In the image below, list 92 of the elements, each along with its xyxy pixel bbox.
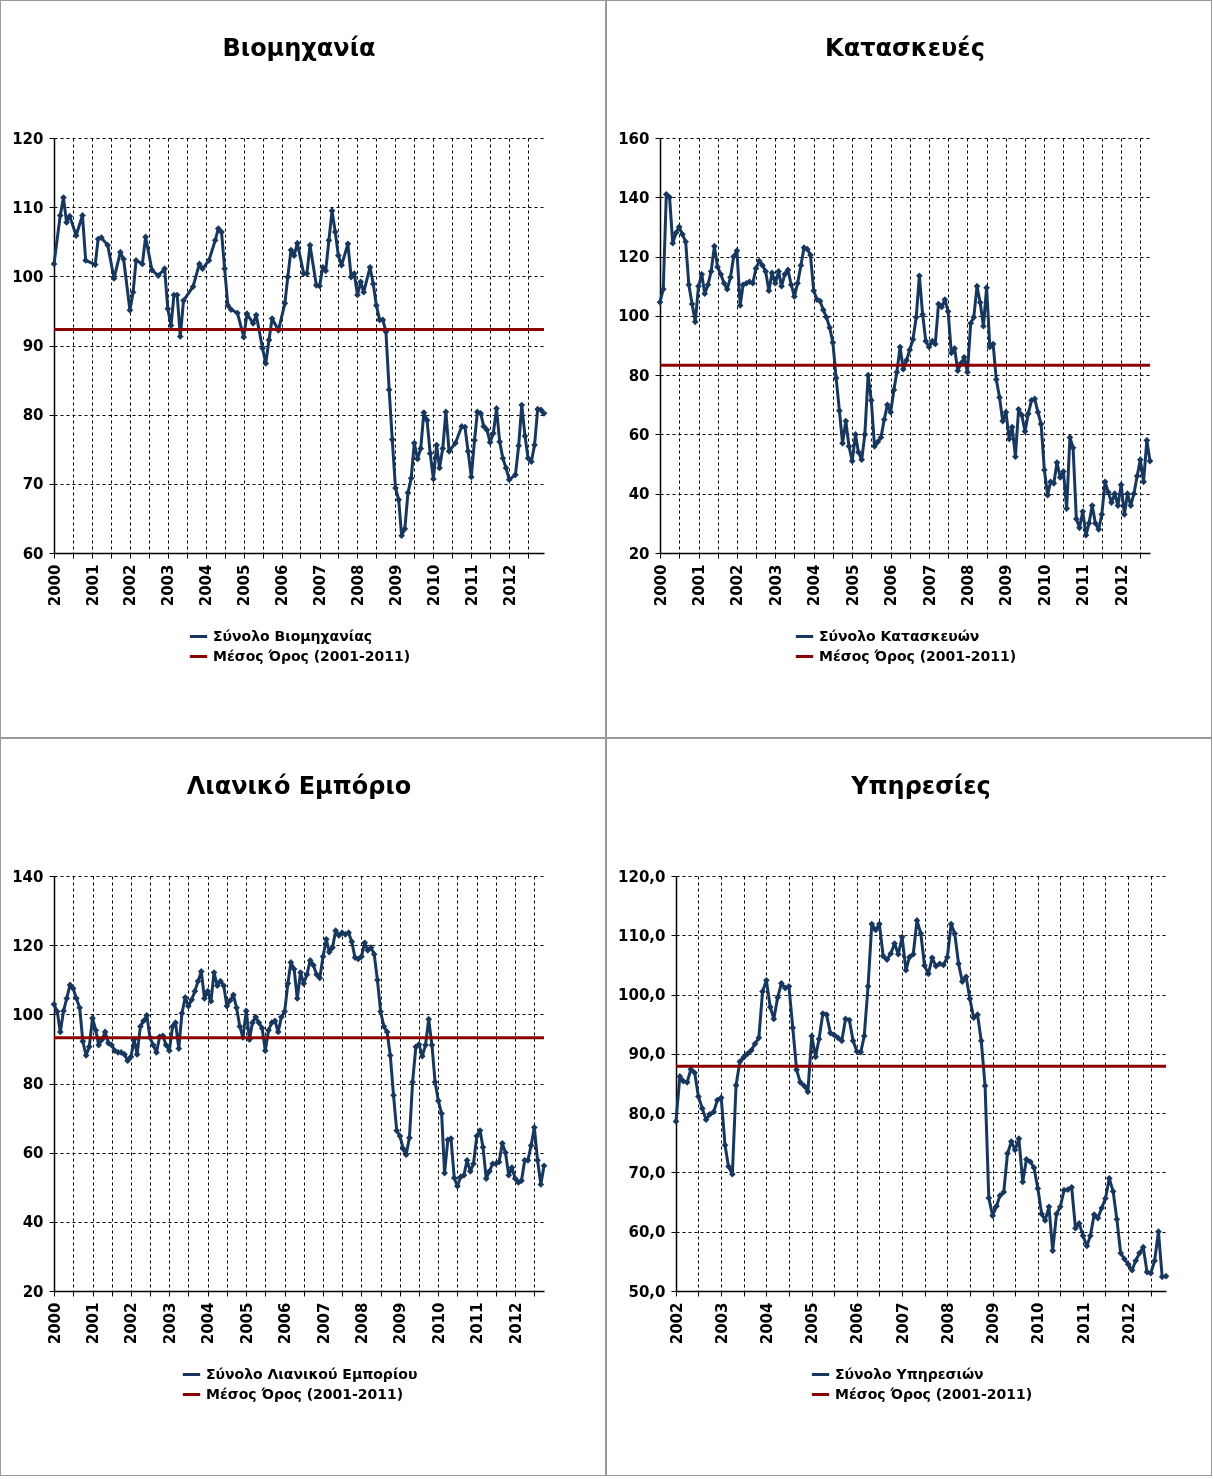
- x-tick-label: 2005: [235, 564, 254, 607]
- y-tick-label: 120: [12, 129, 44, 148]
- x-tick-label: 2006: [273, 564, 292, 607]
- y-tick-label: 100,0: [618, 986, 666, 1005]
- x-tick-label: 2009: [386, 564, 405, 607]
- y-tick-label: 40: [628, 485, 650, 504]
- legend-label: Σύνολο Κατασκευών: [819, 627, 980, 644]
- x-tick-label: 2002: [667, 1302, 686, 1345]
- x-tick-label: 2008: [938, 1302, 957, 1345]
- x-tick-label: 2010: [1029, 1302, 1048, 1345]
- x-tick-label: 2009: [997, 564, 1016, 607]
- x-tick-label: 2007: [314, 1302, 333, 1345]
- x-tick-label: 2006: [882, 564, 901, 607]
- x-tick-label: 2002: [728, 564, 747, 607]
- x-tick-label: 2011: [462, 564, 481, 607]
- legend-label: Μέσος Όρος (2001-2011): [213, 647, 411, 664]
- y-tick-label: 60: [22, 1144, 44, 1163]
- y-tick-label: 60: [22, 544, 44, 563]
- x-tick-label: 2002: [122, 1302, 141, 1345]
- x-tick-label: 2003: [159, 564, 178, 607]
- x-tick-label: 2001: [83, 564, 102, 607]
- y-tick-label: 40: [22, 1213, 44, 1232]
- x-tick-label: 2004: [805, 564, 824, 607]
- x-tick-label: 2000: [45, 564, 64, 607]
- y-tick-label: 80: [22, 406, 44, 425]
- x-tick-label: 2005: [803, 1302, 822, 1345]
- y-tick-label: 80,0: [628, 1104, 666, 1123]
- x-tick-label: 2007: [893, 1302, 912, 1345]
- chart-title: Υπηρεσίες: [850, 772, 991, 800]
- x-tick-label: 2007: [311, 564, 330, 607]
- chart-title: Βιομηχανία: [222, 34, 376, 62]
- y-tick-label: 90: [22, 337, 44, 355]
- x-tick-label: 2012: [1112, 564, 1131, 607]
- x-tick-label: 2012: [500, 564, 519, 607]
- y-tick-label: 90,0: [628, 1045, 666, 1064]
- x-tick-label: 2002: [121, 564, 140, 607]
- y-tick-label: 140: [618, 188, 650, 207]
- x-tick-label: 2005: [237, 1302, 256, 1345]
- y-tick-label: 50,0: [628, 1282, 666, 1301]
- x-tick-label: 2006: [276, 1302, 295, 1345]
- legend-label: Μέσος Όρος (2001-2011): [835, 1385, 1033, 1402]
- x-tick-label: 2004: [197, 564, 216, 607]
- y-tick-label: 110: [12, 198, 44, 217]
- y-tick-label: 100: [618, 307, 650, 326]
- legend-label: Σύνολο Λιανικού Εμπορίου: [206, 1365, 418, 1382]
- x-tick-label: 2008: [352, 1302, 371, 1345]
- x-tick-label: 2000: [651, 564, 670, 607]
- x-tick-label: 2009: [984, 1302, 1003, 1345]
- y-tick-label: 160: [618, 129, 650, 148]
- x-tick-label: 2000: [45, 1302, 64, 1345]
- x-tick-label: 2010: [429, 1302, 448, 1345]
- x-tick-label: 2003: [160, 1302, 179, 1345]
- x-tick-label: 2005: [843, 564, 862, 607]
- x-tick-label: 2011: [1074, 564, 1093, 607]
- y-tick-label: 100: [12, 267, 44, 286]
- legend-label: Σύνολο Υπηρεσιών: [835, 1365, 984, 1382]
- y-tick-label: 70: [22, 475, 44, 494]
- x-tick-label: 2011: [468, 1302, 487, 1345]
- y-tick-label: 60,0: [628, 1223, 666, 1242]
- x-tick-label: 2004: [199, 1302, 218, 1345]
- x-tick-label: 2010: [424, 564, 443, 607]
- x-tick-label: 2008: [958, 564, 977, 607]
- x-tick-label: 2011: [1074, 1302, 1093, 1345]
- y-tick-label: 120: [12, 936, 44, 955]
- x-tick-label: 2003: [712, 1302, 731, 1345]
- x-tick-label: 2008: [348, 564, 367, 607]
- x-tick-label: 2006: [848, 1302, 867, 1345]
- y-tick-label: 110,0: [618, 926, 666, 945]
- y-tick-label: 60: [628, 425, 650, 444]
- x-tick-label: 2010: [1035, 564, 1054, 607]
- x-tick-label: 2004: [757, 1302, 776, 1345]
- x-tick-label: 2012: [506, 1302, 525, 1345]
- x-tick-label: 2009: [391, 1302, 410, 1345]
- y-tick-label: 100: [12, 1005, 44, 1024]
- legend-label: Μέσος Όρος (2001-2011): [819, 647, 1017, 664]
- y-tick-label: 20: [628, 544, 650, 563]
- x-tick-label: 2007: [920, 564, 939, 607]
- chart-title: Λιανικό Εμπόριο: [186, 772, 412, 800]
- y-tick-label: 20: [22, 1282, 44, 1301]
- y-tick-label: 120: [618, 248, 650, 267]
- x-tick-label: 2003: [766, 564, 785, 607]
- x-tick-label: 2001: [84, 1302, 103, 1345]
- y-tick-label: 80: [22, 1075, 44, 1093]
- x-tick-label: 2012: [1119, 1302, 1138, 1345]
- x-tick-label: 2001: [690, 564, 709, 607]
- legend-label: Σύνολο Βιομηχανίας: [213, 627, 373, 644]
- chart-title: Κατασκευές: [825, 34, 985, 62]
- y-tick-label: 70,0: [628, 1163, 666, 1182]
- legend-label: Μέσος Όρος (2001-2011): [206, 1385, 404, 1402]
- y-tick-label: 80: [628, 366, 650, 385]
- y-tick-label: 140: [12, 867, 44, 886]
- y-tick-label: 120,0: [618, 867, 666, 886]
